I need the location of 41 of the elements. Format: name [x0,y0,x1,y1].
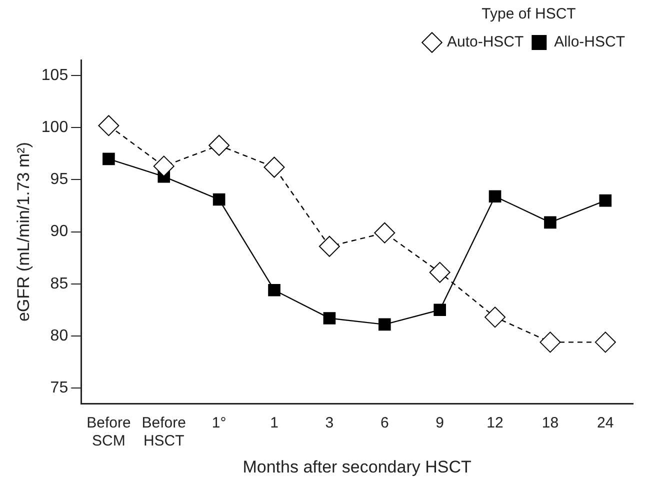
y-tick-label: 100 [41,119,68,136]
x-tick-label: 6 [380,414,389,432]
point [378,318,391,331]
point [268,284,280,296]
point [540,332,561,353]
legend-title: Type of HSCT [482,6,576,23]
y-tick-label: 75 [50,379,68,396]
point [488,190,502,203]
x-tick-label: 24 [597,414,614,432]
y-tick-label: 85 [50,275,68,292]
x-tick-label: 1° [212,414,226,432]
point [153,156,174,177]
x-tick-label: Before SCM [86,414,131,450]
point [212,193,226,206]
point [429,262,450,283]
point [594,332,616,353]
point [264,156,285,178]
point [484,306,506,328]
point [208,134,230,156]
y-axis-title: eGFR (mL/min/1.73 m²) [14,142,33,322]
x-tick-label: 18 [542,414,559,432]
point [102,152,115,166]
y-tick-label: 90 [50,223,68,240]
point [599,194,612,207]
point [98,115,120,136]
point [323,312,336,324]
point [434,304,446,316]
legend-label: Auto-HSCT [446,34,524,51]
x-tick-label: Before HSCT [142,414,186,450]
x-tick-label: 1 [270,414,278,432]
x-axis-title: Months after secondary HSCT [242,457,472,476]
y-tick-label: 105 [41,67,68,84]
legend-label: Allo-HSCT [554,34,626,51]
x-tick-label: 12 [486,414,504,432]
point [318,236,340,257]
y-tick-label: 95 [50,171,68,188]
point [544,216,556,229]
x-tick-label: 9 [436,414,444,432]
x-tick-label: 3 [325,414,334,432]
point [374,222,396,244]
y-tick-label: 80 [50,327,68,344]
